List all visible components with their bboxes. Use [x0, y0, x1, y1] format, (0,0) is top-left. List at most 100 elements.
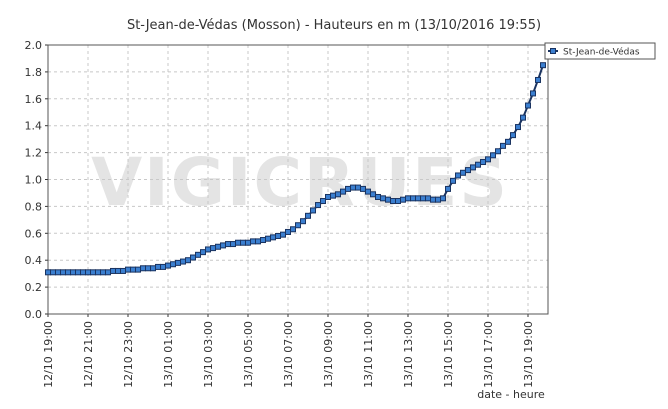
data-point: [480, 159, 486, 166]
legend-marker: [550, 48, 556, 54]
x-tick-label: 13/10 01:00: [162, 321, 175, 388]
x-tick-label: 13/10 17:00: [482, 321, 495, 388]
data-point: [80, 269, 86, 276]
data-point: [315, 202, 321, 209]
data-point: [455, 172, 461, 179]
data-point: [530, 90, 536, 97]
data-point: [140, 265, 146, 272]
data-point: [145, 265, 151, 272]
data-point: [230, 241, 236, 248]
data-point: [170, 261, 176, 268]
data-point: [260, 237, 266, 244]
data-point: [510, 132, 516, 139]
legend-box: [544, 42, 656, 60]
data-point: [360, 185, 366, 192]
y-tick-label: 0.6: [25, 227, 43, 240]
data-point: [160, 263, 166, 270]
x-tick-label: 13/10 07:00: [282, 321, 295, 388]
plot-border: [47, 44, 549, 315]
data-point: [465, 167, 471, 174]
data-point: [100, 269, 106, 276]
data-point: [245, 239, 251, 246]
data-point: [500, 142, 506, 149]
x-tick-label: 13/10 05:00: [242, 321, 255, 388]
data-point: [475, 161, 481, 168]
data-point: [210, 245, 216, 252]
data-point: [200, 249, 206, 256]
data-point: [430, 196, 436, 203]
data-point: [310, 207, 316, 214]
data-point: [190, 254, 196, 261]
data-point: [55, 269, 61, 276]
x-tick-label: 13/10 19:00: [522, 321, 535, 388]
data-point: [215, 243, 221, 250]
data-point: [220, 242, 226, 249]
data-point: [50, 269, 56, 276]
y-tick-label: 0.2: [25, 281, 43, 294]
data-point: [490, 152, 496, 159]
y-tick-label: 1.6: [25, 93, 43, 106]
data-point: [505, 138, 511, 145]
data-point: [285, 228, 291, 235]
data-point: [340, 188, 346, 195]
data-point: [265, 235, 271, 242]
data-point: [420, 195, 426, 202]
x-tick-label: 13/10 09:00: [322, 321, 335, 388]
y-tick-label: 0.8: [25, 200, 43, 213]
data-point: [375, 193, 381, 200]
data-point: [520, 114, 526, 121]
data-point: [90, 269, 96, 276]
data-point: [85, 269, 91, 276]
data-point: [535, 76, 541, 83]
chart-title: St-Jean-de-Védas (Mosson) - Hauteurs en …: [127, 18, 541, 33]
data-point: [415, 195, 421, 202]
data-point: [125, 266, 131, 273]
data-point: [120, 267, 126, 274]
data-point: [525, 102, 531, 109]
data-point: [205, 246, 211, 253]
data-point: [150, 265, 156, 272]
data-point: [75, 269, 81, 276]
data-point: [355, 184, 361, 191]
data-point: [60, 269, 66, 276]
data-point: [240, 239, 246, 246]
data-point: [435, 196, 441, 203]
data-point: [460, 169, 466, 176]
data-point: [105, 269, 111, 276]
data-point: [345, 185, 351, 192]
data-point: [65, 269, 71, 276]
data-point: [440, 195, 446, 202]
x-tick-label: 13/10 13:00: [402, 321, 415, 388]
data-point: [135, 266, 141, 273]
data-point: [365, 188, 371, 195]
data-point: [110, 267, 116, 274]
data-point: [395, 198, 401, 205]
data-point: [450, 177, 456, 184]
data-point: [330, 192, 336, 199]
data-point: [495, 148, 501, 155]
data-point: [370, 191, 376, 198]
data-point: [405, 195, 411, 202]
data-point: [275, 232, 281, 239]
data-point: [290, 226, 296, 233]
y-tick-label: 1.8: [25, 66, 43, 79]
data-point: [180, 258, 186, 265]
data-point: [410, 195, 416, 202]
data-point: [280, 231, 286, 238]
data-point: [540, 62, 546, 69]
y-tick-label: 2.0: [25, 39, 43, 52]
data-point: [390, 198, 396, 205]
data-point: [350, 184, 356, 191]
data-point: [250, 238, 256, 245]
data-point: [70, 269, 76, 276]
data-point: [185, 257, 191, 264]
y-tick-label: 1.4: [25, 120, 43, 133]
data-point: [470, 164, 476, 171]
data-point: [95, 269, 101, 276]
data-point: [115, 267, 121, 274]
watermark: VIGICRUES: [91, 144, 509, 221]
data-point: [45, 269, 51, 276]
data-point: [270, 234, 276, 241]
